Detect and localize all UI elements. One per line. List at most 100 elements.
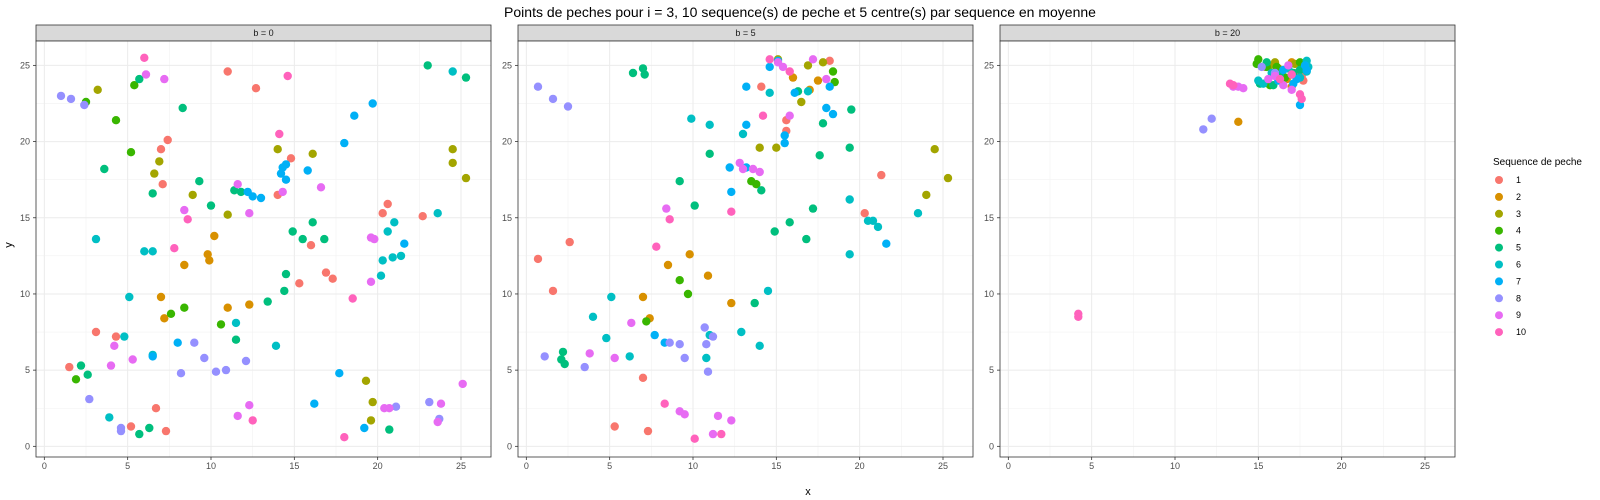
data-point <box>642 317 651 326</box>
data-point <box>245 209 254 218</box>
data-point <box>803 87 813 96</box>
x-tick-label: 25 <box>938 461 948 471</box>
data-point <box>376 271 386 280</box>
data-point <box>248 416 257 425</box>
data-point <box>348 294 357 303</box>
x-tick-label: 5 <box>607 461 612 471</box>
x-tick-label: 25 <box>456 461 466 471</box>
data-point <box>742 82 751 91</box>
y-tick-label: 15 <box>502 213 512 223</box>
data-point <box>281 175 291 184</box>
data-point <box>650 330 659 340</box>
data-point <box>882 239 891 248</box>
legend-label: 7 <box>1516 276 1521 286</box>
data-point <box>625 352 634 361</box>
data-point <box>256 193 266 203</box>
data-point <box>662 204 671 213</box>
data-point <box>785 111 794 120</box>
legend-label: 1 <box>1516 175 1521 185</box>
data-point <box>565 237 574 247</box>
legend-label: 3 <box>1516 209 1521 219</box>
legend-label: 4 <box>1516 226 1521 236</box>
data-point <box>400 239 409 248</box>
data-point <box>71 375 81 384</box>
data-point <box>433 417 442 427</box>
data-point <box>170 244 179 253</box>
data-point <box>396 251 406 261</box>
legend-label: 6 <box>1516 260 1521 270</box>
data-point <box>585 349 594 358</box>
legend-label: 9 <box>1516 310 1521 320</box>
data-point <box>65 362 74 372</box>
data-point <box>180 260 189 270</box>
data-point <box>156 292 166 302</box>
data-point <box>702 340 711 349</box>
data-point <box>448 145 457 154</box>
legend-key <box>1495 311 1503 320</box>
y-tick-label: 20 <box>20 137 30 147</box>
data-point <box>717 429 726 439</box>
data-point <box>180 205 189 215</box>
data-point <box>320 234 329 244</box>
data-point <box>757 186 766 195</box>
data-point <box>748 164 758 174</box>
data-point <box>461 173 471 183</box>
facet-panel: b = 20 0 5 10 15 20 25 0 5 10 15 20 25 <box>984 24 1456 471</box>
panel-background <box>518 41 973 457</box>
data-point <box>778 62 788 72</box>
data-point <box>727 187 736 197</box>
data-point <box>822 103 831 113</box>
data-point <box>368 397 377 407</box>
data-point <box>930 145 939 154</box>
data-point <box>663 260 673 270</box>
data-point <box>680 410 689 419</box>
data-point <box>140 247 149 256</box>
data-point <box>328 274 337 283</box>
data-point <box>802 234 811 244</box>
legend: Sequence de peche 1 2 3 4 5 6 7 8 9 10 <box>1493 157 1582 337</box>
data-point <box>860 209 869 218</box>
x-tick-label: 15 <box>771 461 781 471</box>
data-point <box>770 227 779 236</box>
data-point <box>845 143 854 152</box>
data-point <box>273 145 282 154</box>
data-point <box>913 209 923 218</box>
data-point <box>1287 85 1296 95</box>
data-point <box>425 397 434 407</box>
data-point <box>183 215 192 224</box>
data-point <box>155 157 164 166</box>
x-tick-label: 0 <box>1006 461 1011 471</box>
facet-panel: b = 5 0 5 10 15 20 25 0 5 10 15 20 25 <box>502 24 974 471</box>
panel-border <box>35 40 492 458</box>
data-point <box>241 356 251 366</box>
x-tick-label: 20 <box>1337 461 1347 471</box>
data-point <box>385 404 394 413</box>
data-point <box>845 250 854 259</box>
data-point <box>943 173 953 183</box>
data-point <box>683 289 693 299</box>
data-point <box>126 148 136 157</box>
data-point <box>638 292 648 302</box>
data-point <box>160 314 169 323</box>
data-point <box>750 298 759 308</box>
data-point <box>370 234 379 244</box>
data-point <box>148 352 157 361</box>
data-point <box>765 88 774 98</box>
data-point <box>803 61 813 70</box>
y-tick-label: 20 <box>984 137 994 147</box>
data-point <box>790 88 799 98</box>
data-point <box>708 429 718 439</box>
data-point <box>303 166 312 175</box>
data-point <box>1275 74 1285 84</box>
legend-key <box>1495 192 1503 201</box>
data-point <box>757 82 766 91</box>
legend-label: 8 <box>1516 293 1521 303</box>
y-axis-title: y <box>3 242 15 248</box>
panel-background <box>1000 41 1455 457</box>
data-point <box>298 234 307 244</box>
data-point <box>378 256 387 265</box>
data-point <box>845 195 854 204</box>
data-point <box>56 91 66 101</box>
data-point <box>780 138 789 148</box>
facet-panels: b = 0 0 5 10 15 20 25 0 5 10 15 20 25 b = 5 0 5 10 15 20 25… <box>20 24 1456 471</box>
